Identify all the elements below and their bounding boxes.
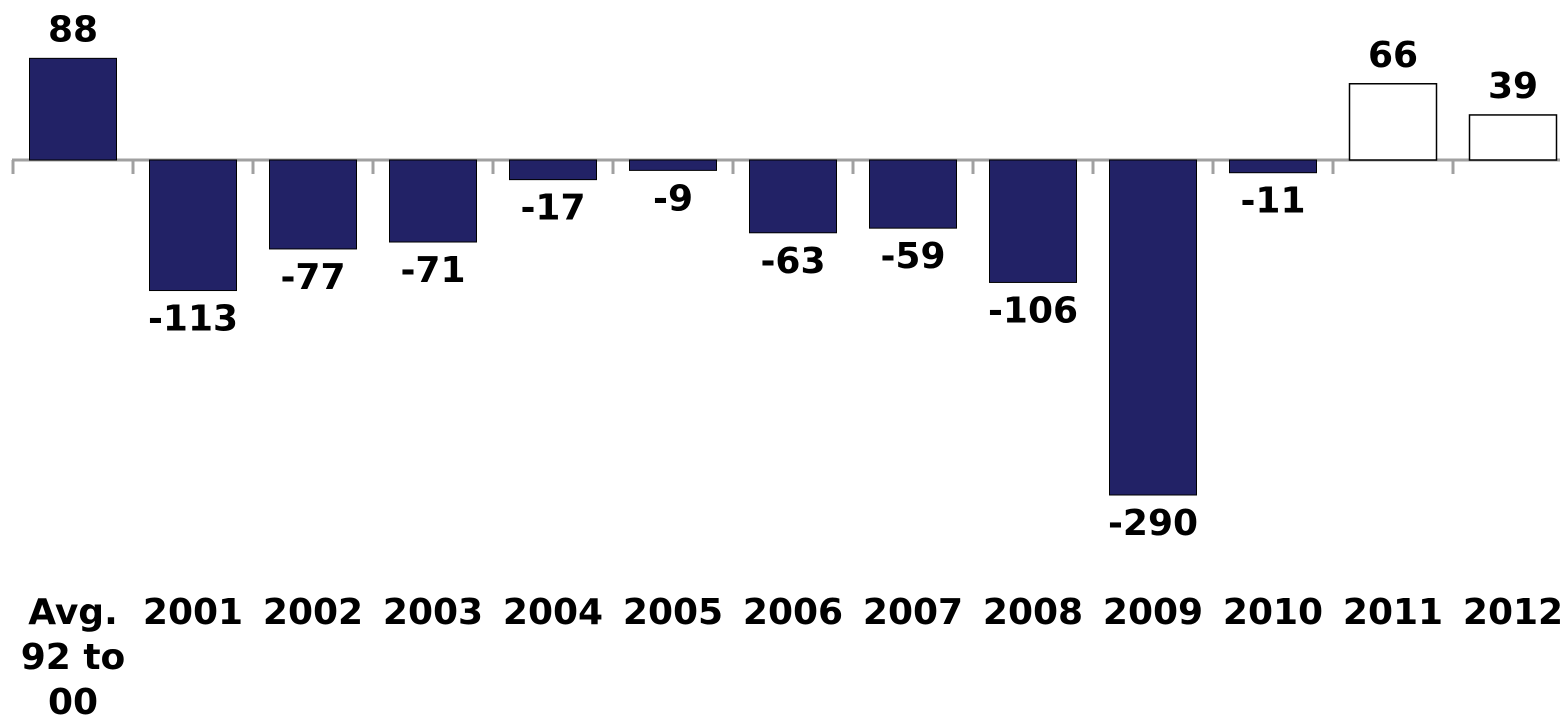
data-label: -106 xyxy=(988,290,1078,331)
bar xyxy=(1468,114,1558,161)
x-tick-label: 2006 xyxy=(743,592,843,633)
x-tick-label: 2002 xyxy=(263,592,363,633)
data-label: 39 xyxy=(1488,66,1538,107)
data-label: -290 xyxy=(1108,503,1198,544)
data-label: -11 xyxy=(1240,181,1305,222)
bar xyxy=(29,57,117,161)
data-label: 88 xyxy=(48,9,98,50)
x-tick-label: 2009 xyxy=(1103,592,1203,633)
data-label: -59 xyxy=(880,236,945,277)
bar xyxy=(749,159,837,234)
x-tick-label: 2010 xyxy=(1223,592,1323,633)
bar xyxy=(1348,83,1438,161)
bar xyxy=(509,159,597,181)
data-label: -63 xyxy=(760,241,825,282)
bar xyxy=(989,159,1077,283)
bar xyxy=(149,159,237,292)
bar xyxy=(269,159,357,250)
data-label: -71 xyxy=(400,250,465,291)
x-tick-label: 2007 xyxy=(863,592,963,633)
bar xyxy=(389,159,477,243)
x-tick-label: 2001 xyxy=(143,592,243,633)
x-tick-label: 2008 xyxy=(983,592,1083,633)
bar xyxy=(869,159,957,229)
x-tick-label: 2012 xyxy=(1463,592,1560,633)
x-tick-label: 2011 xyxy=(1343,592,1443,633)
x-tick-label: 2003 xyxy=(383,592,483,633)
data-label: 66 xyxy=(1368,35,1418,76)
x-tick-label: 2005 xyxy=(623,592,723,633)
data-label: -113 xyxy=(148,299,238,340)
x-tick-label: 2004 xyxy=(503,592,603,633)
bar xyxy=(1229,159,1317,174)
bar xyxy=(629,159,717,171)
bar xyxy=(1109,159,1197,496)
data-label: -17 xyxy=(520,188,585,229)
x-tick-label: Avg. 92 to 00 xyxy=(21,592,126,717)
data-label: -77 xyxy=(280,257,345,298)
data-label: -9 xyxy=(653,178,693,219)
